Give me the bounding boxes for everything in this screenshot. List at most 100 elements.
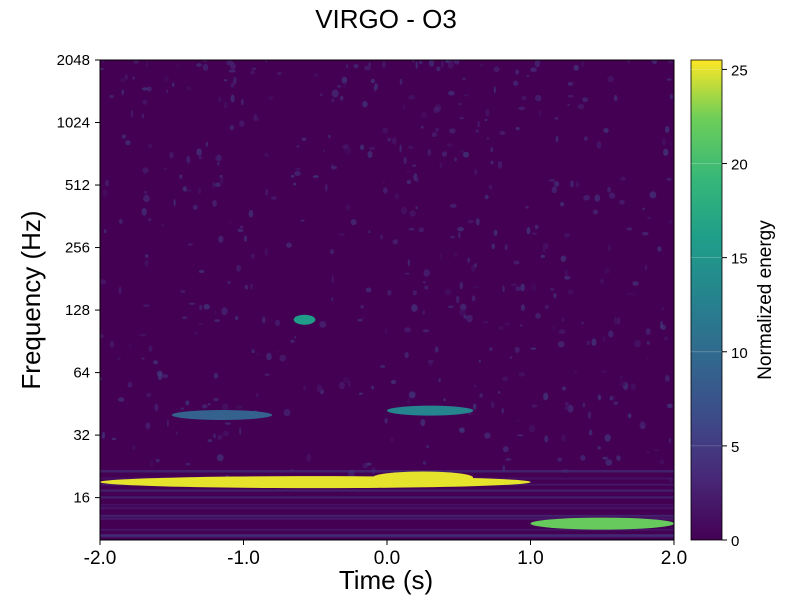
noise-speck <box>449 128 456 134</box>
noise-speck <box>421 111 427 118</box>
noise-speck <box>486 137 489 140</box>
noise-speck <box>439 162 443 169</box>
noise-speck <box>619 376 623 379</box>
noise-speck <box>109 340 115 348</box>
noise-speck <box>530 347 537 350</box>
noise-speck <box>497 391 501 394</box>
noise-speck <box>586 340 591 346</box>
noise-speck <box>456 295 460 304</box>
noise-speck <box>229 125 235 131</box>
noise-speck <box>474 168 478 175</box>
noise-speck <box>543 392 549 401</box>
noise-speck <box>236 264 242 272</box>
noise-speck <box>471 264 476 272</box>
noise-speck <box>642 207 645 211</box>
noise-speck <box>380 234 383 240</box>
noise-speck <box>488 184 493 190</box>
noise-speck <box>361 316 364 322</box>
noise-speck <box>596 141 602 149</box>
noise-speck <box>243 235 248 242</box>
noise-speck <box>100 279 107 285</box>
noise-speck <box>583 195 590 201</box>
y-tick-label: 1024 <box>57 115 90 132</box>
noise-speck <box>627 60 630 64</box>
noise-speck <box>562 386 566 391</box>
noise-speck <box>454 157 457 162</box>
noise-speck <box>296 145 300 148</box>
noise-speck <box>535 94 542 102</box>
noise-speck <box>408 228 415 231</box>
noise-speck <box>564 405 570 411</box>
colorbar-ticks: 0 5 10 15 20 25 <box>691 62 748 550</box>
noise-speck <box>475 129 479 133</box>
noise-speck <box>479 393 483 398</box>
noise-speck <box>560 202 565 207</box>
noise-speck <box>251 67 257 71</box>
noise-speck <box>250 253 255 259</box>
noise-speck <box>276 350 279 353</box>
noise-speck <box>415 206 418 210</box>
noise-speck <box>463 94 469 97</box>
noise-speck <box>360 304 365 309</box>
noise-speck <box>214 182 221 187</box>
noise-speck <box>457 226 464 232</box>
noise-speck <box>264 248 268 256</box>
noise-speck <box>551 186 557 194</box>
noise-speck <box>459 117 464 120</box>
noise-speck <box>290 174 295 178</box>
noise-speck <box>130 110 134 118</box>
noise-speck <box>384 327 388 335</box>
noise-speck <box>202 63 209 71</box>
y-tick-label: 2048 <box>57 52 90 69</box>
noise-speck <box>504 322 511 326</box>
noise-speck <box>290 339 295 343</box>
noise-speck <box>300 219 305 222</box>
noise-speck <box>597 394 602 401</box>
noise-speck <box>189 302 195 305</box>
noise-stripe <box>100 529 674 531</box>
noise-speck <box>364 65 371 71</box>
noise-speck <box>392 136 397 145</box>
noise-speck <box>216 454 224 462</box>
noise-speck <box>668 220 673 224</box>
y-tick-label: 128 <box>65 302 90 319</box>
heatmap-feature-4 <box>387 405 474 416</box>
noise-speck <box>118 286 122 295</box>
noise-speck <box>166 419 169 427</box>
noise-speck <box>493 229 498 236</box>
noise-speck <box>166 89 169 93</box>
noise-speck <box>217 434 223 440</box>
noise-speck <box>542 243 549 250</box>
noise-speck <box>544 435 549 443</box>
y-tick-label: 32 <box>73 427 90 444</box>
noise-speck <box>664 375 670 382</box>
chart-title: VIRGO - O3 <box>315 4 457 34</box>
noise-speck <box>518 106 526 111</box>
noise-speck <box>570 180 574 188</box>
noise-speck <box>212 181 215 188</box>
noise-speck <box>369 146 375 151</box>
noise-speck <box>283 408 291 417</box>
noise-speck <box>490 401 495 409</box>
noise-speck <box>526 226 531 235</box>
noise-speck <box>553 293 557 299</box>
noise-speck <box>125 140 131 146</box>
noise-speck <box>472 403 477 410</box>
noise-speck <box>219 174 223 178</box>
noise-speck <box>431 132 437 138</box>
noise-speck <box>141 113 145 119</box>
noise-speck <box>235 316 239 321</box>
noise-speck <box>142 87 148 91</box>
noise-speck <box>214 309 217 316</box>
noise-speck <box>111 437 117 441</box>
noise-speck <box>312 175 319 179</box>
noise-speck <box>459 427 465 434</box>
noise-speck <box>143 190 148 195</box>
noise-speck <box>207 402 211 406</box>
noise-speck <box>145 61 149 68</box>
noise-speck <box>250 70 255 75</box>
noise-speck <box>602 456 609 460</box>
noise-speck <box>549 287 555 291</box>
noise-speck <box>458 102 462 106</box>
